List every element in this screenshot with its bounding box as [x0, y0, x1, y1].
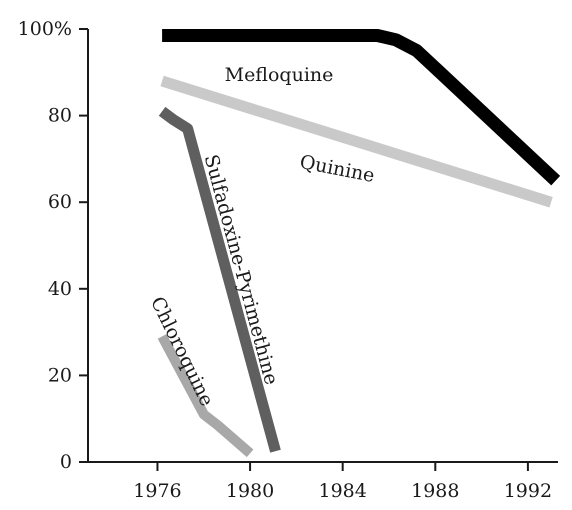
series-line-mefloquine	[162, 29, 561, 186]
y-tick-label: 20	[48, 364, 72, 386]
y-tick-label: 100%	[18, 18, 72, 40]
y-axis-ticks: 0 20 40 60 80 100%	[18, 18, 88, 473]
y-tick-label: 0	[60, 451, 72, 473]
x-tick-label: 1980	[226, 480, 274, 502]
series-label-quinine: Quinine	[298, 151, 376, 187]
x-tick-label: 1984	[319, 480, 367, 502]
x-tick-label: 1992	[504, 480, 552, 502]
y-tick-label: 80	[48, 105, 72, 127]
series-label-mefloquine: Mefloquine	[225, 64, 334, 86]
x-tick-label: 1988	[411, 480, 459, 502]
series-line-sulfadoxine-pyrimethine	[158, 106, 281, 453]
chart-series	[157, 29, 561, 458]
y-tick-label: 60	[48, 191, 72, 213]
series-line-quinine	[160, 75, 553, 208]
chart-axes	[87, 29, 558, 463]
series-label-chloroquine: Chloroquine	[146, 293, 218, 409]
y-tick-label: 40	[48, 278, 72, 300]
series-line-chloroquine	[157, 334, 254, 458]
x-tick-label: 1976	[133, 480, 181, 502]
series-label-sulfadoxine-pyrimethine: Sulfadoxine-Pyrimethine	[200, 152, 283, 387]
x-axis-ticks: 1976 1980 1984 1988 1992	[133, 462, 552, 502]
